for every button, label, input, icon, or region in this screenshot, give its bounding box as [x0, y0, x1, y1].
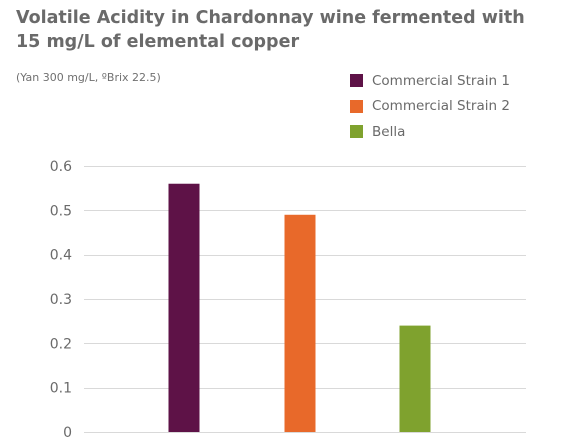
y-axis-tick-labels: 0 0.1 0.2 0.3 0.4 0.5 0.6 [50, 159, 72, 441]
legend-item-bella: Bella [350, 119, 510, 145]
y-tick-label: 0.4 [50, 248, 72, 264]
chart-subtitle: (Yan 300 mg/L, ºBrix 22.5) [16, 71, 161, 84]
legend-swatch-bella [350, 125, 363, 139]
chart-title: Volatile Acidity in Chardonnay wine ferm… [16, 8, 525, 52]
legend-item-commercial-strain-2: Commercial Strain 2 [350, 94, 510, 120]
y-tick-label: 0.2 [50, 336, 72, 352]
legend-swatch-commercial-strain-2 [350, 99, 363, 113]
legend-item-commercial-strain-1: Commercial Strain 1 [350, 68, 510, 94]
y-tick-label: 0.1 [50, 381, 72, 397]
bars [168, 183, 431, 432]
y-tick-label: 0.5 [50, 203, 72, 219]
legend-label-commercial-strain-2: Commercial Strain 2 [372, 98, 510, 115]
bar-bella [399, 325, 431, 432]
legend: Commercial Strain 1 Commercial Strain 2 … [350, 68, 510, 145]
bar-commercial-strain-1 [168, 183, 200, 432]
legend-label-commercial-strain-1: Commercial Strain 1 [372, 72, 510, 89]
legend-label-bella: Bella [372, 123, 406, 140]
y-tick-label: 0.3 [50, 292, 72, 308]
y-tick-label: 0.6 [50, 159, 72, 175]
bar-commercial-strain-2 [284, 214, 316, 432]
y-tick-label: 0 [63, 425, 72, 441]
legend-swatch-commercial-strain-1 [350, 74, 363, 88]
